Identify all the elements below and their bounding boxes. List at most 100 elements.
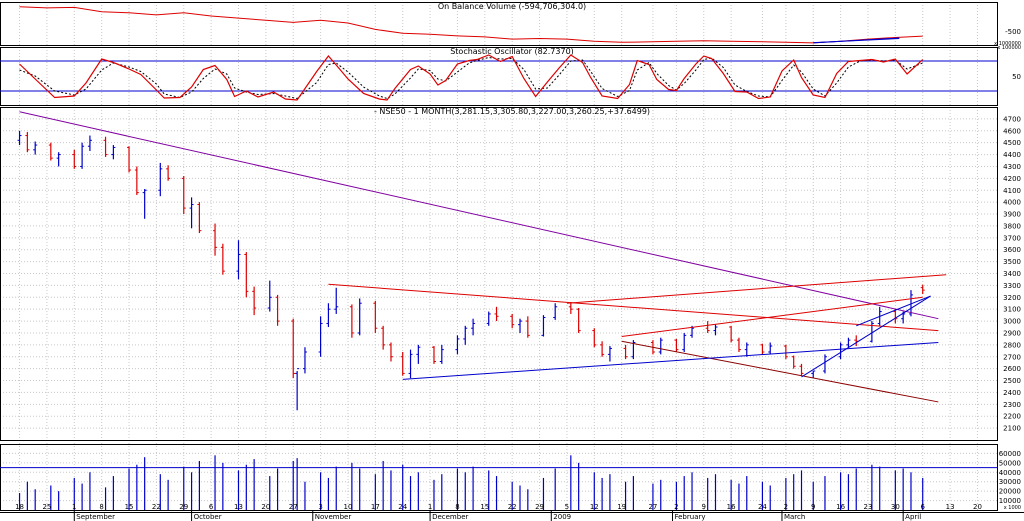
price-tick-label: 3800 [1003, 222, 1021, 230]
obv-scale-label: x 1000000 [994, 41, 1021, 47]
stochastic-k-line [19, 54, 924, 101]
ohlc-bar [189, 197, 194, 229]
day-tick-label: 22 [152, 503, 161, 511]
axis-layer: 18 25 1 8 15 22 29 6 13 20 27 3 10 17 24 1 8 15 22 29 5 12 19 2… [15, 28, 1021, 521]
ohlc-bar [623, 344, 628, 360]
stochastic-panel-title: Stochastic Oscillator (82.7370) [450, 47, 574, 56]
grid-layer [0, 2, 997, 510]
ohlc-bar [236, 240, 241, 280]
ohlc-bar [373, 300, 378, 333]
obv-line [19, 6, 923, 44]
ohlc-bar [893, 309, 898, 324]
day-tick-label: 22 [508, 503, 517, 511]
day-tick-label: 15 [480, 503, 489, 511]
day-tick-label: 6 [209, 503, 214, 511]
day-tick-label: 27 [648, 503, 657, 511]
ohlc-bar [822, 354, 827, 374]
ohlc-bar [158, 162, 163, 197]
ohlc-bar [568, 302, 573, 314]
price-tick-label: 3600 [1003, 246, 1021, 254]
day-tick-label: 6 [920, 503, 925, 511]
day-tick-label: 10 [344, 503, 353, 511]
day-tick-label: 8 [455, 503, 459, 511]
ohlc-bar [87, 135, 92, 152]
ohlc-bar [510, 313, 515, 329]
ohlc-bar [674, 338, 679, 352]
ohlc-bar [682, 332, 687, 352]
price-tick-label: 4600 [1003, 127, 1021, 135]
day-tick-label: 8 [99, 503, 103, 511]
price-tick-label: 4700 [1003, 115, 1021, 123]
price-layer [17, 130, 925, 411]
price-tick-label: 3000 [1003, 318, 1021, 326]
month-label: February [674, 513, 705, 521]
day-tick-label: 27 [289, 503, 298, 511]
day-tick-label: 17 [371, 503, 380, 511]
ohlc-bar [334, 287, 339, 314]
ohlc-bar [357, 298, 362, 336]
price-tick-label: 2300 [1003, 401, 1021, 409]
ohlc-bar [56, 152, 61, 167]
trendline-november-resistance [328, 283, 939, 332]
ohlc-bar [736, 337, 741, 352]
ohlc-bar [80, 142, 85, 169]
trendline-feb-channel-top [621, 296, 923, 338]
ohlc-bar [326, 303, 331, 328]
ohlc-bar [388, 342, 393, 362]
ohlc-bar [252, 286, 257, 316]
month-label: April [905, 513, 921, 521]
obv-tick-label: -500 [1005, 28, 1021, 36]
ohlc-bar [48, 142, 53, 161]
ohlc-bar [783, 344, 788, 360]
day-tick-label: 16 [727, 503, 736, 511]
price-tick-label: 4000 [1003, 199, 1021, 207]
price-tick-label: 3300 [1003, 282, 1021, 290]
ohlc-bar [607, 346, 612, 362]
price-tick-label: 4300 [1003, 163, 1021, 171]
ohlc-bar [197, 202, 202, 234]
volume-layer [0, 455, 997, 510]
ohlc-bar [791, 355, 796, 369]
ohlc-bar [463, 325, 468, 345]
price-tick-label: 4200 [1003, 175, 1021, 183]
ohlc-bar [103, 136, 108, 157]
ohlc-bar [729, 325, 734, 343]
ohlc-bar [295, 368, 300, 411]
ohlc-bar [275, 294, 280, 326]
ohlc-bar [920, 284, 925, 295]
day-tick-label: 2 [674, 503, 678, 511]
ohlc-bar [291, 318, 296, 379]
price-tick-label: 3700 [1003, 234, 1021, 242]
day-tick-label: 3 [318, 503, 322, 511]
ohlc-bar [658, 337, 663, 355]
month-label: 2009 [553, 513, 571, 521]
ohlc-bar [471, 318, 476, 336]
day-tick-label: 9 [702, 503, 706, 511]
volume-scale-label: x 1000 [1004, 505, 1021, 511]
trendline-march-uptrend-upper [856, 295, 931, 327]
ohlc-bar [302, 347, 307, 374]
day-tick-label: 16 [836, 503, 845, 511]
volume-tick-label: 20000 [999, 488, 1021, 496]
day-tick-label: 24 [398, 503, 407, 511]
obv-panel-frame [0, 2, 998, 46]
ohlc-bar [439, 344, 444, 364]
stochastic-layer [0, 54, 997, 101]
ohlc-bar [166, 165, 171, 181]
stoch-panel-frame [0, 47, 998, 106]
ohlc-bar [600, 341, 605, 357]
ohlc-bar [134, 166, 139, 196]
day-tick-label: 23 [864, 503, 873, 511]
obv-layer [19, 6, 923, 44]
price-tick-label: 2100 [1003, 425, 1021, 433]
ohlc-bar [416, 344, 421, 364]
ohlc-bar [400, 351, 405, 376]
ohlc-bar [127, 146, 132, 173]
day-tick-label: 29 [179, 503, 188, 511]
stochastic-scale-label: x 100000 [997, 45, 1021, 51]
obv-panel-title: On Balance Volume (-594,706,304.0) [438, 2, 586, 11]
ohlc-bar [213, 223, 218, 256]
day-tick-label: 13 [234, 503, 243, 511]
month-label: December [432, 513, 468, 521]
